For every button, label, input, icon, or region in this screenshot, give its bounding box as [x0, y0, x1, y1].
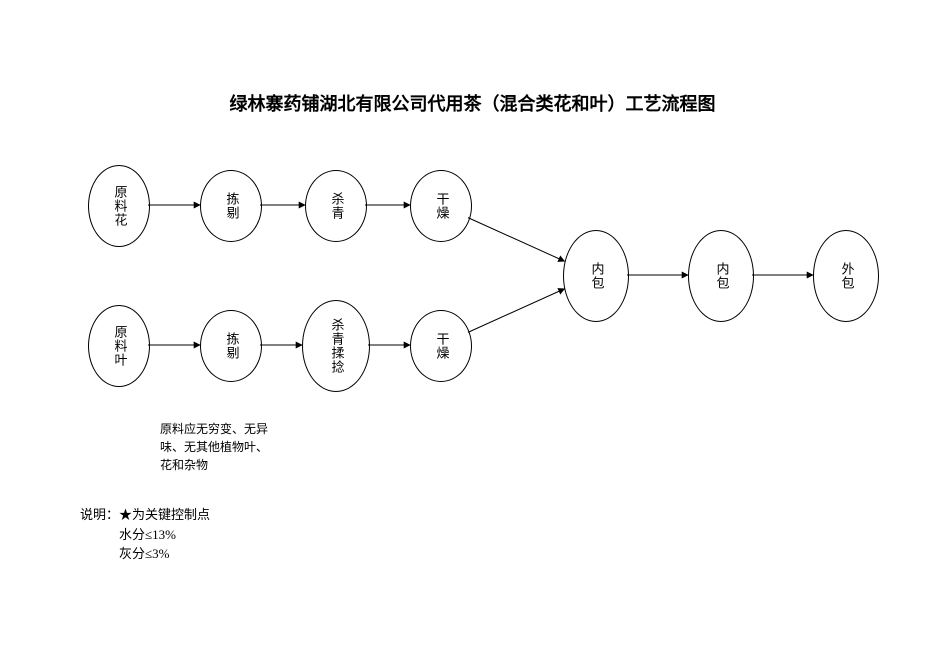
- note-note2: 说明：★为关键控制点 水分≤13% 灰分≤3%: [80, 505, 210, 564]
- note-note1: 原料应无穷变、无异味、无其他植物叶、花和杂物: [160, 420, 268, 474]
- flow-node-label: 原料叶: [111, 325, 128, 367]
- flow-edge: [468, 218, 565, 262]
- flow-node-label: 外包: [838, 262, 855, 290]
- page-title: 绿林寨药铺湖北有限公司代用茶（混合类花和叶）工艺流程图: [0, 90, 945, 116]
- flow-node-n6: 拣剔: [200, 310, 262, 382]
- flow-edge: [468, 289, 565, 333]
- flow-node-n9: 内包: [563, 230, 629, 322]
- flow-node-n7: 杀青揉捻: [302, 300, 370, 392]
- flow-node-n2: 拣剔: [200, 170, 262, 242]
- flow-node-n5: 原料叶: [88, 305, 150, 387]
- flow-node-label: 杀青揉捻: [328, 318, 345, 374]
- flow-node-n3: 杀青: [305, 170, 367, 242]
- flow-node-label: 杀青: [328, 192, 345, 220]
- flow-node-n4: 干燥: [410, 170, 472, 242]
- flow-node-n1: 原料花: [88, 165, 150, 247]
- flow-node-n10: 内包: [688, 230, 754, 322]
- flow-node-label: 拣剔: [223, 332, 240, 360]
- flow-node-label: 干燥: [433, 332, 450, 360]
- flow-node-n11: 外包: [813, 230, 879, 322]
- flow-node-n8: 干燥: [410, 310, 472, 382]
- flow-node-label: 原料花: [111, 185, 128, 227]
- flow-node-label: 拣剔: [223, 192, 240, 220]
- flow-node-label: 干燥: [433, 192, 450, 220]
- flow-node-label: 内包: [713, 262, 730, 290]
- flow-node-label: 内包: [588, 262, 605, 290]
